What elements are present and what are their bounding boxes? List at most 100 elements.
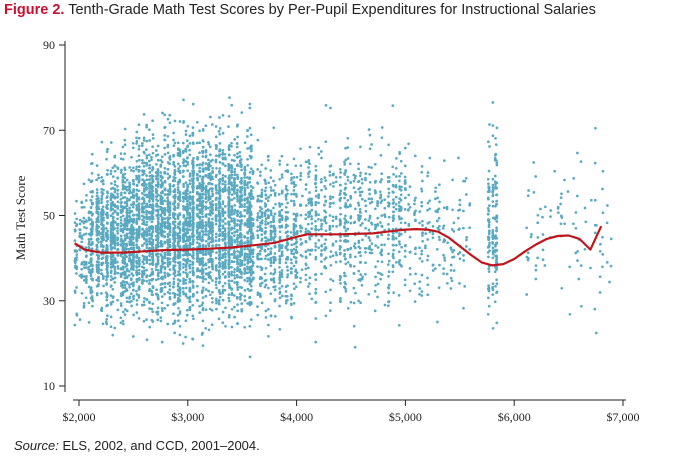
scatter-point: [148, 325, 152, 329]
scatter-point: [201, 139, 205, 142]
scatter-point: [132, 252, 135, 256]
scatter-point: [246, 231, 249, 234]
scatter-point: [130, 277, 133, 280]
scatter-point: [278, 177, 282, 181]
scatter-point: [123, 276, 127, 280]
scatter-point: [210, 262, 214, 266]
scatter-point: [227, 263, 230, 266]
scatter-point: [156, 293, 160, 297]
scatter-point: [249, 230, 253, 233]
scatter-point: [292, 212, 296, 216]
scatter-point: [95, 223, 99, 227]
scatter-point: [168, 205, 172, 209]
scatter-point: [186, 186, 189, 189]
scatter-point: [324, 229, 328, 233]
scatter-point: [269, 234, 273, 238]
scatter-point: [113, 183, 117, 187]
scatter-point: [290, 199, 293, 203]
scatter-point: [240, 194, 244, 197]
scatter-point: [221, 284, 225, 288]
scatter-point: [141, 280, 144, 283]
scatter-point: [87, 247, 91, 250]
scatter-point: [185, 313, 189, 317]
scatter-point: [176, 225, 180, 229]
scatter-point: [335, 225, 338, 228]
scatter-point: [208, 293, 212, 297]
scatter-point: [209, 276, 213, 280]
scatter-point: [148, 217, 151, 221]
scatter-point: [195, 120, 199, 124]
scatter-point: [125, 232, 129, 236]
scatter-point: [292, 199, 296, 203]
scatter-point: [258, 209, 262, 213]
scatter-point: [173, 193, 177, 197]
scatter-point: [284, 193, 288, 197]
scatter-point: [358, 174, 362, 178]
scatter-point: [186, 124, 190, 128]
scatter-point: [207, 189, 211, 192]
scatter-point: [259, 284, 262, 288]
scatter-point: [233, 240, 237, 244]
scatter-point: [132, 218, 136, 222]
scatter-point: [188, 182, 192, 186]
scatter-point: [238, 295, 242, 299]
scatter-point: [151, 167, 155, 171]
scatter-point: [209, 240, 213, 244]
scatter-point: [121, 239, 125, 243]
scatter-point: [191, 195, 195, 199]
scatter-point: [233, 176, 236, 180]
scatter-point: [106, 168, 109, 172]
scatter-point: [184, 208, 188, 212]
scatter-point: [266, 253, 270, 257]
scatter-point: [87, 237, 91, 241]
scatter-point: [295, 240, 299, 244]
scatter-point: [267, 238, 270, 241]
scatter-point: [192, 142, 195, 146]
scatter-point: [119, 316, 123, 320]
scatter-point: [191, 198, 194, 202]
scatter-point: [191, 337, 195, 341]
scatter-point: [314, 181, 317, 185]
scatter-point: [198, 197, 201, 200]
scatter-point: [116, 167, 120, 171]
scatter-point: [121, 145, 125, 149]
scatter-point: [155, 162, 158, 166]
scatter-point: [145, 204, 148, 208]
scatter-point: [198, 182, 201, 185]
scatter-point: [182, 169, 185, 173]
scatter-point: [278, 214, 282, 218]
scatter-point: [248, 295, 252, 299]
scatter-point: [246, 163, 250, 167]
scatter-point: [100, 309, 104, 313]
scatter-point: [168, 240, 172, 244]
scatter-point: [224, 258, 227, 262]
scatter-point: [142, 236, 146, 240]
scatter-point: [132, 260, 135, 264]
scatter-point: [168, 113, 172, 117]
scatter-point: [214, 222, 218, 226]
scatter-point: [154, 243, 158, 247]
scatter-point: [172, 237, 175, 241]
scatter-point: [186, 196, 190, 199]
scatter-point: [145, 213, 148, 216]
scatter-point: [172, 212, 175, 215]
scatter-point: [172, 285, 175, 289]
scatter-point: [150, 237, 153, 240]
scatter-point: [128, 189, 132, 193]
scatter-point: [121, 286, 125, 289]
scatter-point: [204, 174, 208, 178]
scatter-point: [116, 223, 119, 226]
scatter-point: [172, 256, 176, 260]
scatter-point: [186, 231, 190, 235]
scatter-point: [230, 253, 234, 256]
scatter-point: [201, 296, 205, 299]
scatter-point: [182, 282, 185, 286]
scatter-point: [196, 256, 199, 259]
scatter-point: [151, 137, 155, 140]
scatter-point: [200, 189, 204, 193]
scatter-point: [269, 211, 273, 215]
scatter-point: [218, 192, 221, 196]
scatter-point: [95, 244, 99, 248]
scatter-point: [264, 197, 268, 200]
scatter-point: [135, 213, 138, 217]
